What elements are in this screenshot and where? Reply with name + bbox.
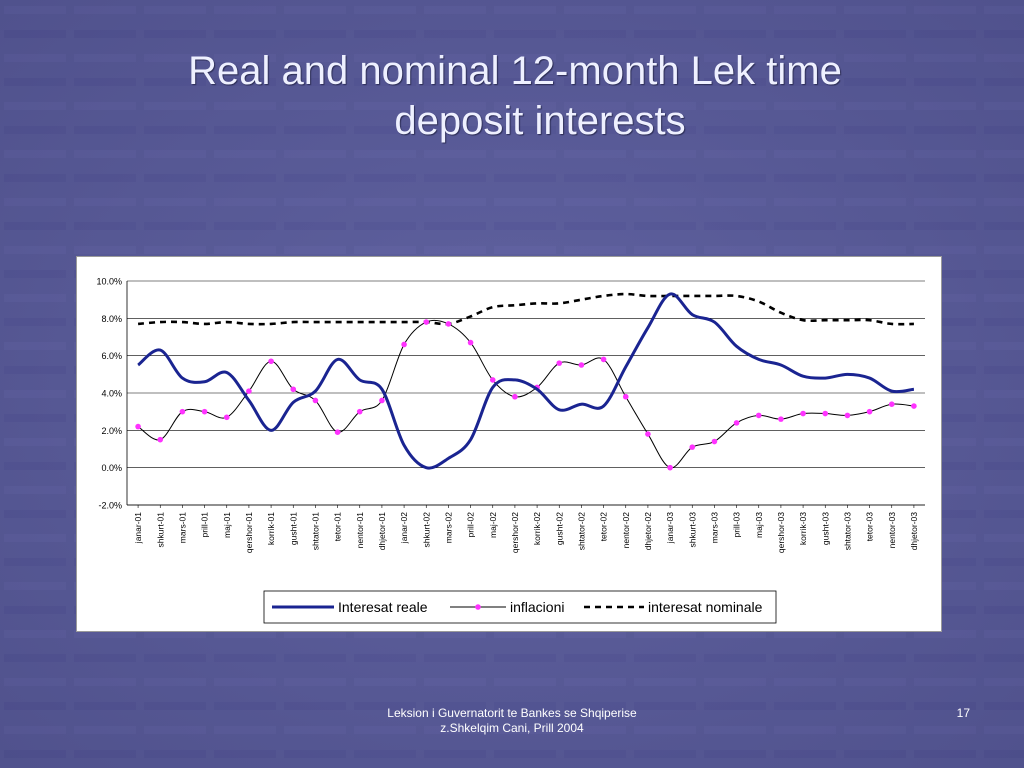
y-tick-label: 6.0% (101, 351, 122, 361)
data-point-inflacioni (223, 414, 230, 421)
x-tick-label: mars-01 (177, 512, 187, 543)
x-tick-label: maj-03 (754, 512, 764, 538)
x-tick-label: korrik-01 (266, 512, 276, 545)
data-point-inflacioni (778, 416, 784, 422)
data-point-inflacioni (246, 388, 252, 394)
data-point-inflacioni (800, 410, 806, 417)
data-point-inflacioni (445, 321, 452, 327)
y-tick-label: 2.0% (101, 426, 122, 436)
data-point-inflacioni (911, 403, 917, 409)
data-point-inflacioni (844, 412, 851, 419)
series-line-inflacioni (137, 319, 914, 469)
data-point-inflacioni (312, 397, 319, 404)
x-tick-label: janar-02 (399, 512, 409, 544)
x-tick-label: nentor-02 (621, 512, 631, 549)
x-tick-label: shkurt-03 (687, 512, 697, 548)
data-point-inflacioni (467, 339, 474, 346)
data-point-inflacioni (268, 358, 274, 365)
legend-label-interesat-reale: Interesat reale (338, 599, 428, 615)
y-tick-label: -2.0% (98, 501, 122, 511)
series-line-interesat-reale (137, 292, 915, 470)
legend-marker (475, 604, 481, 610)
x-tick-label: nentor-01 (355, 512, 365, 549)
x-tick-label: qershor-02 (510, 512, 520, 553)
data-point-inflacioni (600, 356, 607, 363)
data-point-inflacioni (578, 362, 585, 368)
x-tick-label: shkurt-02 (421, 512, 431, 548)
x-tick-label: gusht-01 (288, 512, 298, 545)
x-tick-label: qershor-03 (776, 512, 786, 553)
x-tick-label: qershor-01 (244, 512, 254, 553)
data-point-inflacioni (201, 408, 208, 415)
data-point-inflacioni (667, 464, 673, 471)
data-point-inflacioni (689, 444, 696, 450)
x-tick-label: dhjetor-01 (377, 512, 387, 551)
legend-box (263, 590, 777, 624)
x-tick-label: mars-03 (709, 512, 719, 543)
x-tick-label: tetor-03 (865, 512, 875, 542)
x-tick-label: shtator-02 (576, 512, 586, 551)
data-point-inflacioni (489, 377, 496, 383)
data-point-inflacioni (135, 423, 141, 430)
x-tick-label: janar-03 (665, 512, 675, 544)
slide-title: Real and nominal 12-month Lek time depos… (90, 46, 940, 146)
x-tick-label: tetor-02 (599, 512, 609, 542)
series-line-interesat-nominale (137, 292, 914, 326)
data-point-inflacioni (290, 386, 297, 393)
x-tick-label: prill-01 (200, 512, 210, 538)
slide-title-line1: Real and nominal 12-month Lek time (188, 49, 842, 93)
page-number: 17 (956, 706, 970, 720)
legend-label-inflacioni: inflacioni (510, 599, 564, 615)
y-tick-label: 10.0% (96, 277, 122, 287)
footer-line1: Leksion i Guvernatorit te Bankes se Shqi… (387, 706, 637, 720)
x-tick-label: tetor-01 (333, 512, 343, 542)
legend-label-interesat-nominale: interesat nominale (648, 599, 763, 615)
data-point-inflacioni (733, 420, 740, 426)
data-point-inflacioni (379, 397, 385, 404)
x-tick-label: shtator-01 (310, 512, 320, 551)
data-point-inflacioni (622, 393, 629, 400)
y-tick-label: 0.0% (101, 463, 122, 473)
x-tick-label: dhjetor-03 (909, 512, 919, 551)
x-tick-label: prill-02 (466, 512, 476, 538)
data-point-inflacioni (356, 408, 363, 415)
x-tick-label: dhjetor-02 (643, 512, 653, 551)
chart-panel: -2.0% 0.0% 2.0% 4.0% 6.0% 8.0% 10.0% janar-01 sh… (76, 256, 942, 632)
data-point-inflacioni (822, 410, 829, 417)
data-point-inflacioni (512, 393, 518, 400)
x-tick-label: maj-02 (488, 512, 498, 538)
x-tick-label: nentor-03 (887, 512, 897, 549)
x-tick-label: gusht-03 (820, 512, 830, 545)
slide-title-line2: deposit interests (394, 99, 686, 143)
data-point-inflacioni (645, 431, 651, 437)
x-tick-label: mars-02 (443, 512, 453, 543)
x-tick-label: gusht-02 (554, 512, 564, 545)
data-point-inflacioni (157, 436, 164, 443)
footer: Leksion i Guvernatorit te Bankes se Shqi… (312, 706, 712, 736)
y-tick-label: 8.0% (101, 314, 122, 324)
line-chart: -2.0% 0.0% 2.0% 4.0% 6.0% 8.0% 10.0% janar-01 sh… (96, 277, 925, 624)
x-tick-label: korrik-03 (798, 512, 808, 545)
data-point-inflacioni (866, 408, 873, 415)
x-tick-label: shtator-03 (842, 512, 852, 551)
data-point-inflacioni (755, 412, 762, 419)
x-tick-label: prill-03 (732, 512, 742, 538)
data-point-inflacioni (711, 438, 718, 445)
data-point-inflacioni (179, 408, 186, 415)
data-point-inflacioni (888, 401, 895, 407)
x-tick-label: janar-01 (133, 512, 143, 544)
x-tick-label: korrik-02 (532, 512, 542, 545)
x-tick-label: shkurt-01 (155, 512, 165, 548)
data-point-inflacioni (423, 319, 430, 325)
data-point-inflacioni (556, 360, 563, 366)
x-tick-label: maj-01 (222, 512, 232, 538)
data-point-inflacioni (401, 341, 407, 348)
data-point-inflacioni (334, 429, 341, 435)
y-tick-label: 4.0% (101, 389, 122, 399)
footer-line2: z.Shkelqim Cani, Prill 2004 (440, 721, 584, 735)
